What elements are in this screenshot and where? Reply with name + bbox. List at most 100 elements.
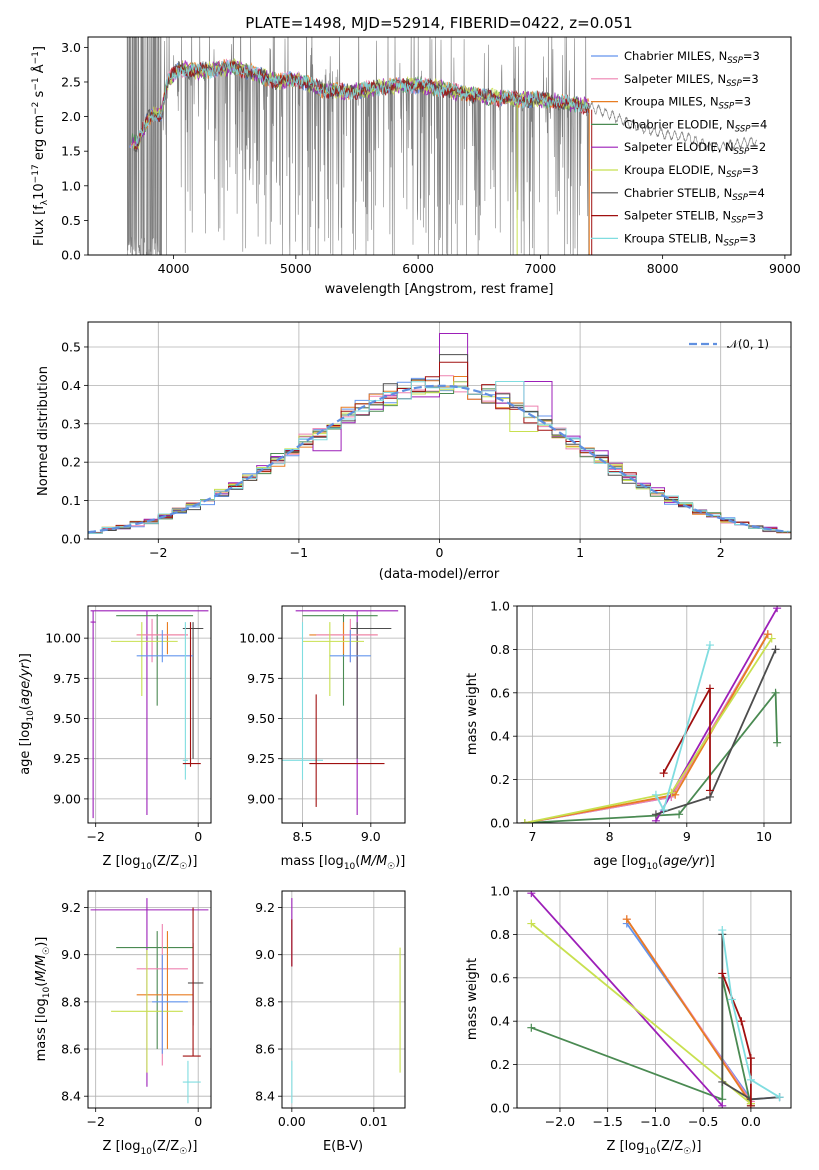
x-axis-label-part: 10 <box>644 1147 656 1157</box>
legend-count: =3 <box>742 163 759 177</box>
axes-frame <box>516 890 792 1109</box>
x-axis-label-part: ( <box>658 854 663 869</box>
legend-subscript: SSP <box>719 102 735 112</box>
y-tick-label: 9.0 <box>61 947 81 962</box>
y-tick-label: 9.75 <box>247 671 275 686</box>
x-tick-label: 0 <box>194 829 202 844</box>
y-tick-label: 0.2 <box>490 772 510 787</box>
y-tick-label: 9.50 <box>247 711 275 726</box>
y-tick-label: 9.0 <box>255 947 275 962</box>
residual-histogram-panel: −2 −1 0 1 2 0.0 0.1 0.2 0.3 0.4 0.5 𝒩(0, 1) (data-mo… <box>36 321 792 582</box>
y-tick-label: 0.1 <box>61 493 81 508</box>
x-axis-label: (data-model)/error <box>379 567 500 582</box>
x-axis-label-part: )] <box>691 1139 701 1154</box>
y-tick-label: 1.0 <box>490 884 510 899</box>
weight-marker-kroupa-stelib <box>659 805 668 814</box>
legend-count: =3 <box>747 209 764 223</box>
y-axis-label-part: Å <box>31 64 47 77</box>
x-axis-label-part: wavelength [Angstrom, rest frame] <box>325 282 554 297</box>
legend-subscript: SSP <box>734 147 750 157</box>
x-axis-label-part: (Z/Z <box>152 1139 179 1154</box>
x-tick-label: 9.0 <box>361 829 381 844</box>
legend-text: Kroupa STELIB, N <box>624 231 724 245</box>
weight-marker-salpeter-stelib <box>718 969 727 978</box>
legend-text: Kroupa ELODIE, N <box>624 163 726 177</box>
x-tick-label: 9000 <box>769 261 801 276</box>
x-tick-label: −2 <box>86 829 104 844</box>
legend-entry-chabrier-miles: Chabrier MILES, NSSP=3 <box>624 49 760 66</box>
x-tick-label: 6000 <box>402 261 434 276</box>
y-tick-label: 0.8 <box>490 927 510 942</box>
legend-entry-salpeter-miles: Salpeter MILES, NSSP=3 <box>624 72 759 89</box>
y-tick-label: 2.0 <box>61 109 81 124</box>
y-axis-label-part: −2 <box>31 102 41 115</box>
x-tick-label: −1.5 <box>593 1114 623 1129</box>
x-axis-label-part: ☉ <box>683 1147 691 1157</box>
plot-area <box>282 610 399 815</box>
plot-area <box>527 891 784 1108</box>
normal-curve <box>88 384 789 534</box>
weight-marker-chabrier-elodie <box>527 1023 536 1032</box>
y-tick-label: 9.25 <box>247 751 275 766</box>
y-axis-label-part: )] <box>34 937 49 947</box>
x-tick-label: 8 <box>606 829 614 844</box>
y-axis-label: mass [log10(M/M☉)] <box>34 937 52 1062</box>
weight-marker-kroupa-elodie <box>520 819 529 823</box>
x-axis-label-part: Z [log <box>103 1139 141 1154</box>
weight-line-salpeter-elodie <box>530 892 723 1107</box>
weight-marker-chabrier-elodie <box>773 738 782 747</box>
x-axis-label-part: ☉ <box>387 862 395 872</box>
weight-marker-salpeter-elodie <box>718 1101 727 1108</box>
legend-text: Chabrier MILES, N <box>624 49 727 63</box>
y-tick-label: 0.4 <box>490 729 510 744</box>
x-axis-label-part: M/M <box>360 854 387 869</box>
model-fit-kroupa-stelib <box>134 60 590 147</box>
y-tick-label: 3.0 <box>61 40 81 55</box>
legend-count: =4 <box>748 186 765 200</box>
x-tick-label: −2 <box>86 1114 104 1129</box>
weight-marker-chabrier-stelib <box>651 810 660 819</box>
x-tick-label: −2.0 <box>545 1114 575 1129</box>
x-tick-label: 1 <box>576 545 584 560</box>
legend-text: Salpeter ELODIE, N <box>624 140 734 154</box>
legend-count: =4 <box>750 117 767 131</box>
plot-area <box>126 37 757 255</box>
x-axis-label-part: age/yr <box>663 854 706 869</box>
y-tick-label: 0.0 <box>61 532 81 547</box>
plot-area <box>90 610 209 819</box>
weight-line-salpeter-miles <box>524 633 769 823</box>
weight-marker-chabrier-stelib <box>718 1077 727 1086</box>
x-axis-label-part: Z [log <box>607 1139 645 1154</box>
legend-subscript: SSP <box>726 79 742 89</box>
y-axis-label: mass weight <box>465 673 480 755</box>
legend-subscript: SSP <box>731 216 747 226</box>
y-tick-label: 9.50 <box>53 711 81 726</box>
y-tick-label: 1.0 <box>61 178 81 193</box>
mass-weight-vs-metallicity-panel: −2.0 −1.5 −1.0 −0.5 0.0 0.0 0.2 0.4 0.6 0.8 1.0 Z [… <box>465 884 792 1157</box>
weight-marker-kroupa-stelib <box>775 1093 784 1102</box>
weight-marker-salpeter-elodie <box>773 606 782 613</box>
y-tick-label: 0.3 <box>61 416 81 431</box>
y-tick-label: 9.2 <box>255 900 275 915</box>
x-axis-label-part: mass [log <box>281 854 344 869</box>
x-tick-label: −2 <box>149 545 167 560</box>
x-axis-label-part: (Z/Z <box>656 1139 683 1154</box>
y-tick-label: 1.0 <box>490 599 510 614</box>
y-tick-label: 0.2 <box>61 455 81 470</box>
x-axis-label: wavelength [Angstrom, rest frame] <box>325 282 554 297</box>
legend-count: =2 <box>749 140 766 154</box>
y-tick-label: 8.4 <box>255 1089 275 1104</box>
mass-vs-extinction-panel: 0.00 0.01 8.4 8.6 8.8 9.0 9.2 E(B-V) <box>255 890 406 1154</box>
y-axis-label-part: −1 <box>31 51 41 64</box>
y-tick-label: 0.4 <box>490 1014 510 1029</box>
y-axis-label-part: Normed distribution <box>36 366 51 496</box>
legend-count: =3 <box>743 49 760 63</box>
x-tick-label: 8000 <box>647 261 679 276</box>
age-vs-mass-panel: 8.5 9.0 9.00 9.25 9.50 9.75 10.00 mass [log10(M… <box>239 605 406 872</box>
y-axis-label-part: s <box>32 90 47 101</box>
legend-entry-kroupa-elodie: Kroupa ELODIE, NSSP=3 <box>624 163 759 180</box>
y-tick-label: 0.0 <box>490 1101 510 1116</box>
x-tick-label: −1.0 <box>640 1114 670 1129</box>
